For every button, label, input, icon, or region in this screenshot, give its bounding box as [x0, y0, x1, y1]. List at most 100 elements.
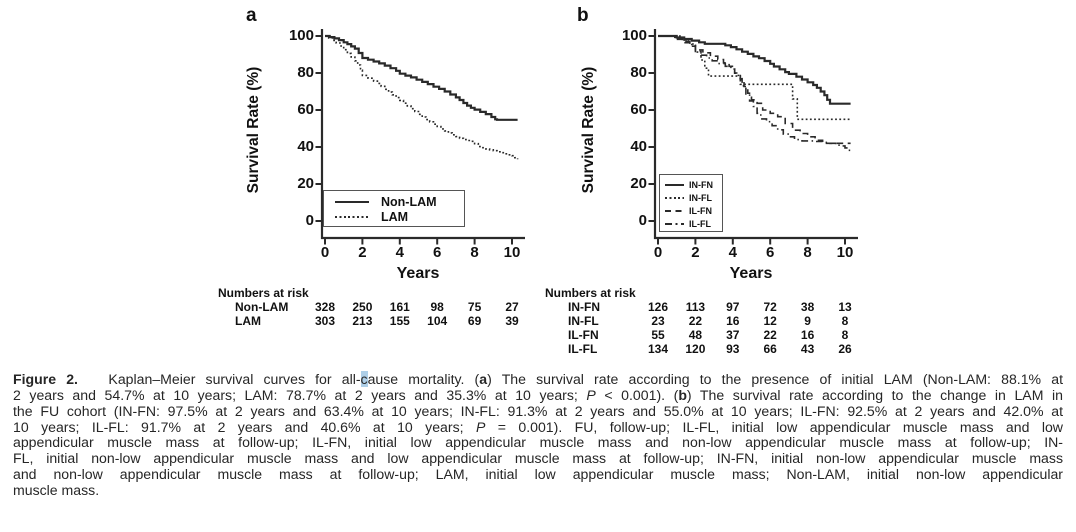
risk-value: 328 — [314, 300, 336, 314]
risk-value: 8 — [841, 328, 849, 342]
axis-a — [320, 29, 525, 240]
caption-line: FL, initial non-low appendicular muscle … — [13, 450, 1063, 467]
x-tick-label: 0 — [653, 244, 663, 261]
caption-text: < 0.001). ( — [595, 386, 679, 403]
panel-b-y-axis-title: Survival Rate (%) — [580, 66, 597, 194]
legend-label: IN-FL — [689, 192, 712, 203]
figure-caption: Figure 2. Kaplan–Meier survival curves f… — [13, 371, 1063, 499]
x-tick-label: 6 — [766, 244, 775, 261]
solid-line-sample — [665, 183, 684, 186]
caption-line: 2 years and 54.7% at 10 years; LAM: 78.7… — [13, 386, 1063, 404]
risk-value: 16 — [726, 314, 740, 328]
x-tick-label: 8 — [470, 244, 479, 261]
risk-value: 27 — [505, 300, 519, 314]
x-tick-label: 6 — [433, 244, 442, 261]
legend-label: IL-FL — [689, 219, 711, 230]
risk-value: 161 — [389, 300, 410, 314]
curve-il-fl — [658, 35, 852, 152]
panel-a-x-axis-title: Years — [396, 265, 440, 282]
risk-row-label: IL-FN — [568, 328, 599, 342]
y-tick-label: 60 — [297, 101, 314, 118]
legend-row: IL-FL — [660, 218, 722, 231]
risk-value: 126 — [647, 300, 669, 314]
x-tick-label: 2 — [691, 244, 700, 261]
dotted-line-sample — [335, 215, 369, 218]
caption-line: muscle mass. — [13, 482, 1063, 499]
caption-line: appendicular muscle mass at follow-up; I… — [13, 434, 1063, 451]
solid-line-sample — [335, 200, 369, 203]
y-tick-label: 60 — [630, 101, 647, 118]
risk-value: 97 — [726, 300, 740, 314]
caption-line: Figure 2. Kaplan–Meier survival curves f… — [13, 371, 1063, 388]
caption-line: the FU cohort (IN-FN: 97.5% at 2 years a… — [13, 402, 1063, 420]
risk-value: 69 — [467, 314, 482, 328]
legend-row: Non-LAM — [324, 194, 464, 209]
risk-value: 16 — [800, 328, 815, 342]
risk-value: 43 — [800, 342, 815, 356]
caption-text: 2 years and 54.7% at 10 years; LAM: 78.7… — [13, 386, 587, 403]
x-tick-label: 8 — [803, 244, 812, 261]
caption-text: ) The survival rate according to the cha… — [686, 386, 1063, 403]
x-tick-label: 10 — [503, 244, 521, 261]
risk-value: 48 — [688, 328, 703, 342]
caption-text: b — [678, 386, 687, 403]
risk-value: 98 — [430, 300, 444, 314]
risk-value: 250 — [352, 300, 373, 314]
caption-text: a — [479, 371, 488, 387]
caption-text: P — [586, 386, 596, 403]
risk-value: 104 — [427, 314, 448, 328]
risk-value: 72 — [763, 300, 777, 314]
panel-b-legend: IN-FN IN-FL IL-FN IL-FL — [659, 174, 723, 232]
caption-text: P — [475, 418, 486, 435]
caption-text: Figure 2. — [13, 371, 78, 387]
curve-in-fn — [658, 34, 851, 105]
risk-row-label: IN-FL — [568, 314, 599, 328]
caption-line: and non-low appendicular muscle mass at … — [13, 466, 1063, 483]
risk-row-label: Non-LAM — [235, 300, 289, 314]
panel-a-numbers-at-risk-header: Numbers at risk — [218, 286, 309, 300]
risk-value: 9 — [804, 314, 811, 328]
legend-row: LAM — [324, 209, 464, 224]
x-tick-label: 0 — [320, 244, 330, 261]
risk-value: 38 — [800, 300, 815, 314]
y-tick-label: 40 — [297, 138, 314, 155]
risk-row-label: IL-FL — [568, 342, 598, 356]
risk-value: 213 — [352, 314, 373, 328]
panel-a-plot — [315, 29, 525, 245]
risk-value: 113 — [685, 300, 706, 314]
legend-row: IN-FL — [660, 191, 722, 204]
curve-il-fn — [658, 35, 851, 145]
risk-value: 303 — [314, 314, 336, 328]
y-tick-label: 0 — [305, 212, 314, 229]
panel-b-x-axis-title: Years — [729, 265, 773, 282]
risk-row-label: IN-FN — [568, 300, 600, 314]
y-tick-label: 20 — [630, 175, 647, 192]
risk-value: 22 — [763, 328, 777, 342]
panel-a-legend: Non-LAM LAM — [323, 190, 465, 227]
y-tick-label: 20 — [297, 175, 314, 192]
risk-value: 55 — [651, 328, 665, 342]
curve-lam — [325, 35, 519, 160]
panel-b-plot — [648, 29, 858, 245]
panel-b-label: b — [577, 5, 589, 26]
risk-value: 13 — [838, 300, 852, 314]
y-tick-label: 0 — [638, 212, 647, 229]
caption-text: ) The survival rate according to the pre… — [487, 371, 1063, 387]
risk-value: 120 — [685, 342, 706, 356]
caption-text: the FU cohort (IN-FN: 97.5% at 2 years a… — [13, 402, 1063, 419]
caption-line: 10 years; IL-FL: 91.7% at 2 years and 40… — [13, 418, 1063, 436]
risk-row-label: LAM — [235, 314, 261, 328]
y-tick-label: 40 — [630, 138, 647, 155]
caption-text: Kaplan–Meier survival curves for all- — [77, 371, 361, 387]
legend-label: LAM — [381, 209, 409, 224]
risk-value: 22 — [688, 314, 703, 328]
dotted-line-sample — [665, 196, 684, 199]
panel-a-y-axis-title: Survival Rate (%) — [245, 66, 262, 194]
y-tick-label: 100 — [288, 27, 314, 44]
caption-highlighted-char: c — [360, 371, 368, 387]
legend-row: IN-FN — [660, 178, 722, 191]
legend-label: IN-FN — [689, 179, 713, 190]
risk-value: 134 — [647, 342, 669, 356]
risk-value: 23 — [651, 314, 665, 328]
risk-value: 8 — [841, 314, 849, 328]
